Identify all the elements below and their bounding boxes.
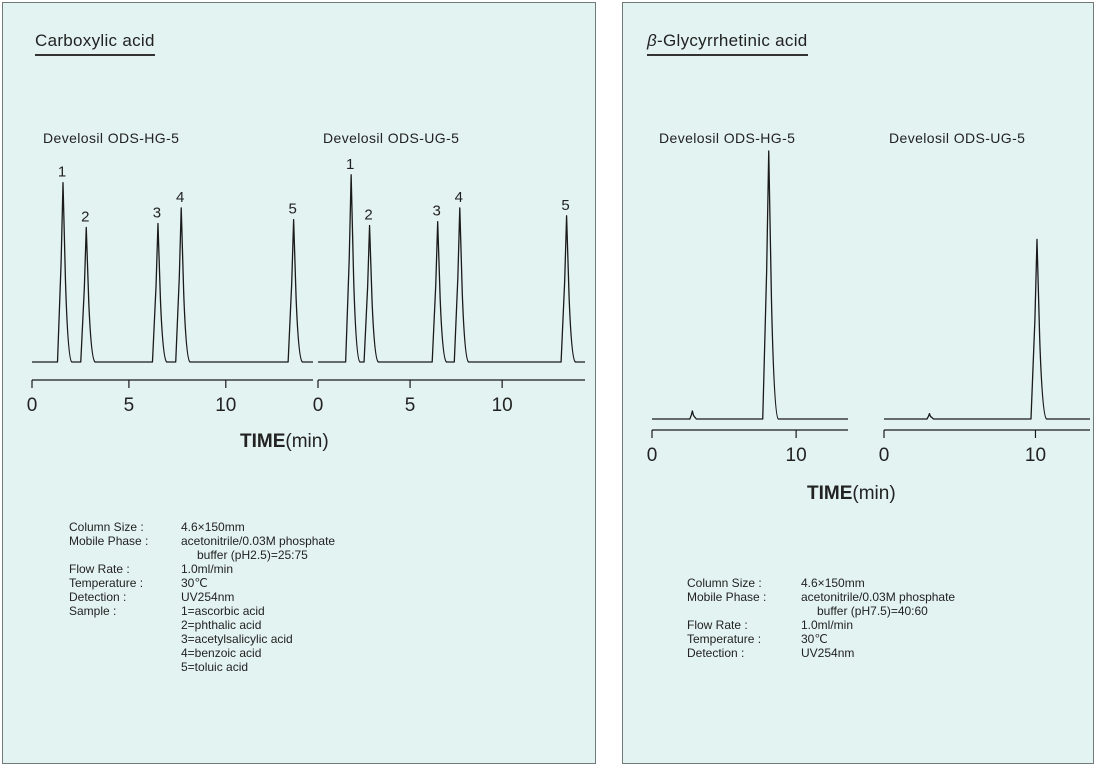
panel-title: Carboxylic acid [35,31,155,56]
column-label-ug: Develosil ODS-UG-5 [323,130,460,146]
column-label-ug: Develosil ODS-UG-5 [889,130,1026,146]
cond-value-mobile-phase-1: acetonitrile/0.03M phosphate [181,534,336,548]
tick-label-carboxylic-hg-10: 10 [215,395,236,416]
x-axis-title: TIME(min) [240,431,329,453]
cond-label-detection: Detection : [687,646,745,660]
cond-label-temperature: Temperature : [69,576,144,590]
tick-label-glycyrrhetinic-hg-10: 10 [786,445,807,466]
panel-title: β-Glycyrrhetinic acid [647,31,808,56]
x-axis-title-main: TIME [807,483,853,504]
x-axis-title: TIME(min) [807,483,896,505]
title-main: -Glycyrrhetinic acid [657,31,808,50]
cond-label-flow-rate: Flow Rate : [69,562,130,576]
cond-value-detection: UV254nm [181,590,235,604]
tick-label-carboxylic-hg-5: 5 [124,395,135,416]
panel-carboxylic-acid: Carboxylic acid Develosil ODS-HG-5 Devel… [2,2,596,764]
peak-label-carboxylic-ug-5: 5 [561,197,569,214]
cond-value-temperature: 30℃ [181,576,208,590]
cond-label-column-size: Column Size : [69,520,144,534]
cond-sample-2: 2=phthalic acid [181,618,262,632]
cond-value-temperature: 30℃ [801,632,828,646]
peak-label-carboxylic-ug-2: 2 [364,207,372,224]
conditions-block: Column Size : 4.6×150mm Mobile Phase : ace… [69,520,335,674]
cond-sample-4: 4=benzoic acid [181,646,262,660]
x-axis-title-unit: (min) [852,483,896,504]
tick-label-carboxylic-ug-0: 0 [313,395,324,416]
trace-carboxylic-ug [318,174,585,363]
peak-label-carboxylic-ug-4: 4 [455,189,463,206]
cond-label-temperature: Temperature : [687,632,762,646]
cond-sample-1: 1=ascorbic acid [181,604,265,618]
peak-label-carboxylic-hg-2: 2 [81,208,89,225]
tick-label-glycyrrhetinic-ug-10: 10 [1025,445,1046,466]
x-axis-title-main: TIME [240,431,286,452]
cond-value-column-size: 4.6×150mm [181,520,245,534]
cond-value-column-size: 4.6×150mm [801,576,865,590]
x-axis-title-unit: (min) [285,431,329,452]
tick-label-glycyrrhetinic-ug-0: 0 [879,445,890,466]
panel-glycyrrhetinic-acid: β-Glycyrrhetinic acid Develosil ODS-HG-5… [622,2,1094,764]
cond-value-mobile-phase-2: buffer (pH2.5)=25:75 [197,548,308,562]
cond-sample-3: 3=acetylsalicylic acid [181,632,293,646]
tick-label-glycyrrhetinic-hg-0: 0 [647,445,658,466]
peak-label-carboxylic-hg-3: 3 [153,205,161,222]
peak-label-carboxylic-ug-3: 3 [433,203,441,220]
cond-label-detection: Detection : [69,590,127,604]
cond-label-sample: Sample : [69,604,117,618]
column-label-hg: Develosil ODS-HG-5 [43,130,180,146]
tick-label-carboxylic-ug-5: 5 [405,395,416,416]
peak-label-carboxylic-hg-4: 4 [176,189,184,206]
conditions-block: Column Size : 4.6×150mm Mobile Phase : ace… [687,576,955,660]
cond-label-flow-rate: Flow Rate : [687,618,748,632]
tick-label-carboxylic-ug-10: 10 [492,395,513,416]
column-label-hg: Develosil ODS-HG-5 [659,130,796,146]
trace-glycyrrhetinic-hg [652,150,848,420]
trace-carboxylic-hg [32,181,313,363]
cond-label-column-size: Column Size : [687,576,762,590]
cond-value-flow-rate: 1.0ml/min [801,618,854,632]
peak-label-carboxylic-ug-1: 1 [346,156,354,173]
cond-label-mobile-phase: Mobile Phase : [69,534,149,548]
cond-value-flow-rate: 1.0ml/min [181,562,234,576]
cond-sample-5: 5=toluic acid [181,660,249,674]
trace-glycyrrhetinic-ug [884,238,1090,420]
cond-value-mobile-phase-1: acetonitrile/0.03M phosphate [801,590,956,604]
cond-value-mobile-phase-2: buffer (pH7.5)=40:60 [817,604,928,618]
peak-label-carboxylic-hg-5: 5 [288,201,296,218]
tick-label-carboxylic-hg-0: 0 [27,395,38,416]
cond-label-mobile-phase: Mobile Phase : [687,590,767,604]
cond-value-detection: UV254nm [801,646,855,660]
peak-label-carboxylic-hg-1: 1 [58,164,66,181]
title-beta-prefix: β [647,31,658,50]
